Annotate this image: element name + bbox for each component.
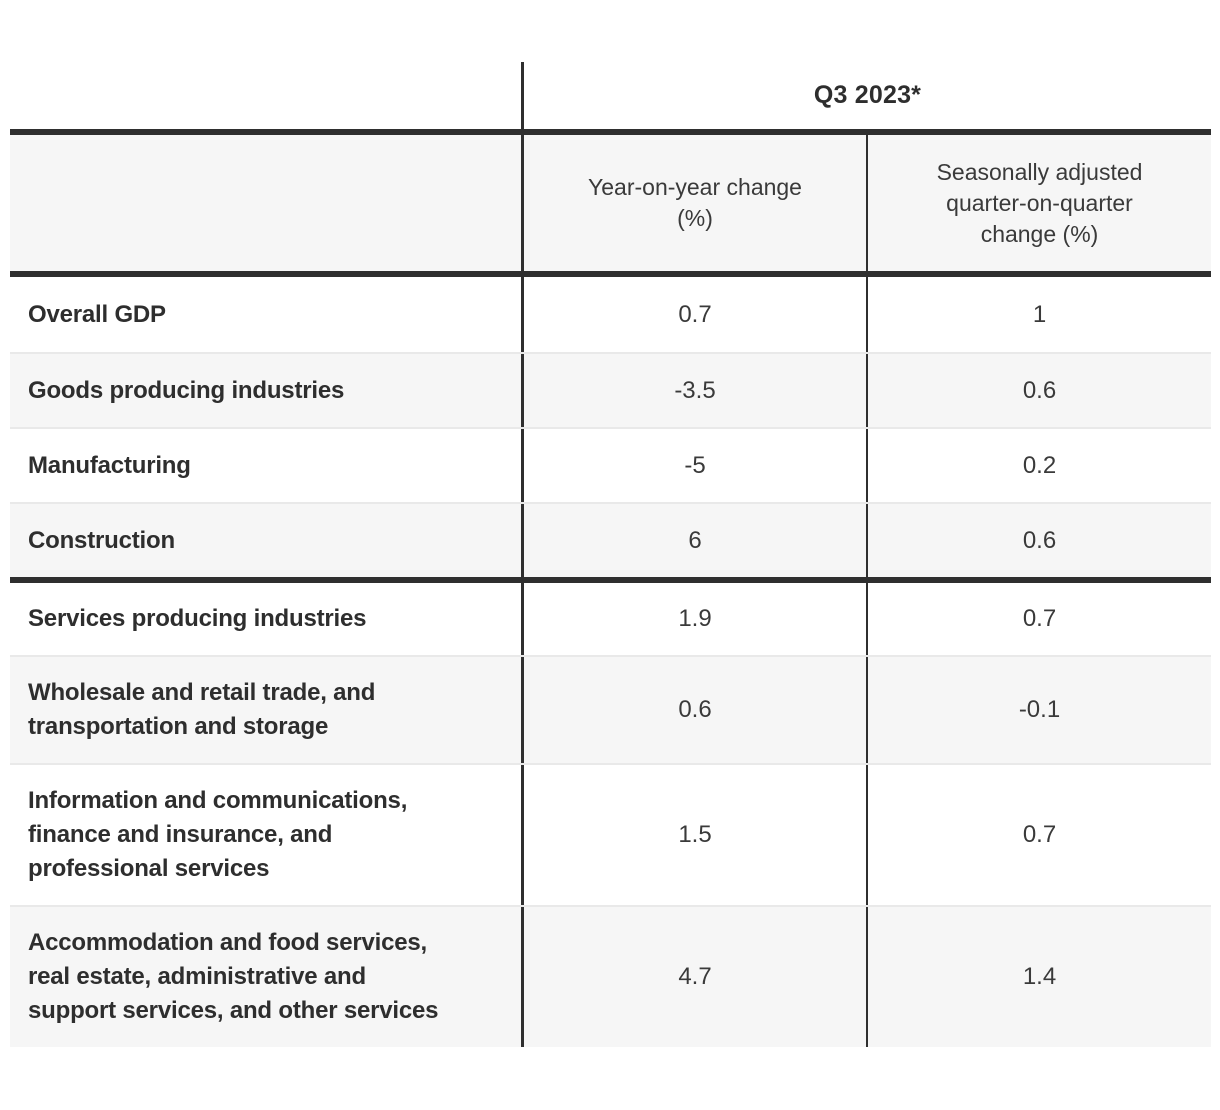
row-label: Information and communications, finance … [28,787,408,882]
row-value-qoq: 0.7 [1022,605,1057,632]
row-value-yoy: 1.9 [678,605,712,632]
column-header-row: Year-on-year change (%) Seasonally adjus… [10,135,1211,277]
row-label: Overall GDP [28,300,166,328]
table-row: Construction 6 0.6 [10,502,1211,577]
row-value-yoy: 6 [688,526,702,554]
period-title: Q3 2023* [813,81,922,109]
table-row: Services producing industries 1.9 0.7 [10,577,1211,655]
row-label: Construction [28,526,175,554]
row-value-qoq: 1 [1032,300,1047,328]
column-header-qoq-label: Seasonally adjusted quarter-on-quarter c… [936,158,1143,247]
table-row: Wholesale and retail trade, and transpor… [10,655,1211,763]
column-header-empty-cell [10,135,524,271]
column-header-yoy: Year-on-year change (%) [524,135,868,271]
period-header-empty-cell [10,62,524,129]
row-label: Goods producing industries [28,376,345,404]
gdp-table: Q3 2023* Year-on-year change (%) Seasona… [10,62,1211,1047]
table-row: Goods producing industries -3.5 0.6 [10,352,1211,427]
table-row: Manufacturing -5 0.2 [10,427,1211,502]
column-header-qoq: Seasonally adjusted quarter-on-quarter c… [868,135,1211,271]
row-value-yoy: 0.6 [678,696,712,723]
period-header-cell: Q3 2023* [524,62,1211,129]
row-label: Manufacturing [28,451,191,479]
row-value-qoq: 0.6 [1022,526,1057,554]
column-header-yoy-label: Year-on-year change (%) [588,174,802,231]
row-value-yoy: 4.7 [678,963,712,990]
row-value-qoq: 0.6 [1022,376,1057,404]
row-value-qoq: 0.7 [1022,821,1057,848]
row-value-qoq: 0.2 [1022,451,1057,479]
row-value-yoy: -3.5 [674,376,716,404]
row-label: Services producing industries [28,605,367,632]
row-value-yoy: -5 [684,451,706,479]
table-row: Accommodation and food services, real es… [10,905,1211,1047]
row-value-qoq: -0.1 [1018,696,1061,723]
row-value-qoq: 1.4 [1022,963,1057,990]
row-label: Accommodation and food services, real es… [28,929,439,1024]
row-label: Wholesale and retail trade, and transpor… [28,679,376,740]
table-row: Information and communications, finance … [10,763,1211,905]
row-value-yoy: 0.7 [678,300,712,328]
row-value-yoy: 1.5 [678,821,712,848]
period-header-row: Q3 2023* [10,62,1211,135]
table-row: Overall GDP 0.7 1 [10,277,1211,352]
